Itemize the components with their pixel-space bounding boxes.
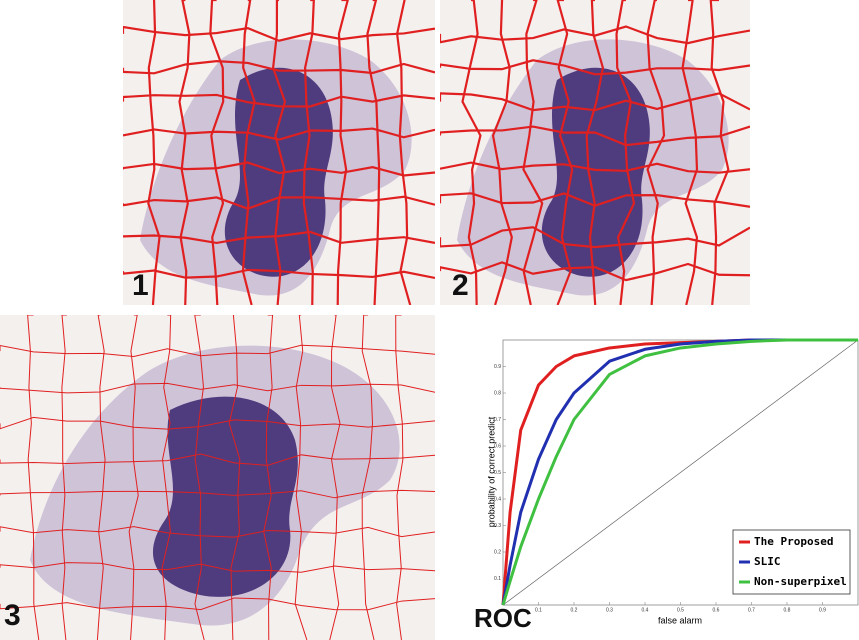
x-tick-label: 0.5 xyxy=(677,607,684,613)
superpixel-boundary xyxy=(0,344,435,358)
legend-label: SLIC xyxy=(754,555,781,568)
chance-line xyxy=(502,339,859,606)
superpixel-boundary xyxy=(440,161,750,174)
panel-label: 3 xyxy=(4,599,21,632)
superpixel-boundary xyxy=(440,261,750,282)
panel-label: 2 xyxy=(452,269,469,302)
superpixel-boundary xyxy=(147,0,161,305)
superpixel-boundary xyxy=(0,562,435,573)
tissue-image-2 xyxy=(440,0,750,305)
superpixel-boundary xyxy=(123,93,435,108)
superpixel-boundary xyxy=(0,416,435,430)
tissue-image-1 xyxy=(123,0,435,305)
superpixel-boundary xyxy=(61,315,67,640)
roc-curve xyxy=(501,338,858,606)
superpixel-boundary xyxy=(0,489,435,499)
x-tick-label: 0.7 xyxy=(748,607,755,613)
superpixel-boundary xyxy=(123,268,435,280)
y-tick-label: 0.7 xyxy=(494,417,501,423)
superpixel-boundary xyxy=(440,226,750,249)
y-axis-label: probability of correct predict xyxy=(486,416,496,527)
superpixel-boundary xyxy=(615,0,636,305)
superpixel-boundary xyxy=(0,453,435,466)
superpixel-boundary xyxy=(123,60,435,75)
superpixel-boundary xyxy=(0,597,435,611)
superpixel-boundary xyxy=(556,0,574,305)
y-tick-label: 0.9 xyxy=(494,364,501,370)
superpixel-boundary xyxy=(440,59,750,76)
superpixel-boundary xyxy=(96,315,106,640)
superpixel-boundary xyxy=(522,0,544,305)
superpixel-boundary xyxy=(329,315,341,640)
superpixel-boundary xyxy=(178,0,191,305)
legend xyxy=(732,529,851,595)
superpixel-boundary xyxy=(681,0,699,305)
x-axis-label: false alarm xyxy=(658,615,702,625)
x-tick-label: 0.6 xyxy=(713,607,720,613)
superpixel-boundary xyxy=(336,0,349,305)
x-tick-label: 0.2 xyxy=(571,607,578,613)
superpixel-boundary xyxy=(395,315,404,640)
superpixel-boundary xyxy=(302,0,315,305)
y-tick-label: 0.5 xyxy=(494,470,501,476)
x-tick-label: 0.9 xyxy=(819,607,826,613)
superpixel-boundary xyxy=(440,25,750,45)
superpixel-boundary xyxy=(461,0,482,305)
superpixel-boundary xyxy=(0,526,435,538)
superpixel-boundary xyxy=(123,25,435,42)
superpixel-boundary xyxy=(228,315,241,640)
superpixel-boundary xyxy=(646,0,666,305)
superpixel-boundary xyxy=(123,195,435,210)
superpixel-boundary xyxy=(271,0,287,305)
superpixel-boundary xyxy=(294,315,308,640)
superpixel-boundary xyxy=(241,0,256,305)
y-tick-label: 0.2 xyxy=(494,549,501,555)
superpixel-boundary xyxy=(361,315,375,640)
superpixel-boundary xyxy=(440,192,750,208)
y-tick-label: 0.8 xyxy=(494,390,501,396)
superpixel-boundary xyxy=(585,0,605,305)
x-tick-label: 0.8 xyxy=(784,607,791,613)
panel-label: 1 xyxy=(132,269,149,302)
superpixel-boundary xyxy=(440,125,750,147)
tissue-image-3 xyxy=(0,315,435,640)
chart-title: ROC xyxy=(474,603,532,633)
superpixel-boundary xyxy=(123,230,435,245)
superpixel-boundary xyxy=(263,315,274,640)
superpixel-boundary xyxy=(491,0,513,305)
superpixel-boundary xyxy=(123,161,435,177)
superpixel-boundary xyxy=(27,315,40,640)
superpixel-boundary xyxy=(440,92,750,112)
legend-label: Non-superpixel xyxy=(754,575,847,588)
superpixel-boundary xyxy=(161,315,172,640)
superpixel-boundary xyxy=(209,0,225,305)
y-tick-label: 0.6 xyxy=(494,443,501,449)
x-tick-label: 0.1 xyxy=(535,607,542,613)
superpixel-boundary xyxy=(366,0,381,305)
superpixel-boundary xyxy=(0,382,435,394)
legend-label: The Proposed xyxy=(754,535,833,548)
superpixel-boundary xyxy=(194,315,205,640)
y-tick-label: 0.3 xyxy=(494,523,501,529)
superpixel-boundary xyxy=(123,127,435,141)
x-tick-label: 0.3 xyxy=(606,607,613,613)
superpixel-boundary xyxy=(128,315,139,640)
y-tick-label: 0.4 xyxy=(494,496,501,502)
y-tick-label: 0.1 xyxy=(494,576,501,582)
x-tick-label: 0.4 xyxy=(642,607,649,613)
